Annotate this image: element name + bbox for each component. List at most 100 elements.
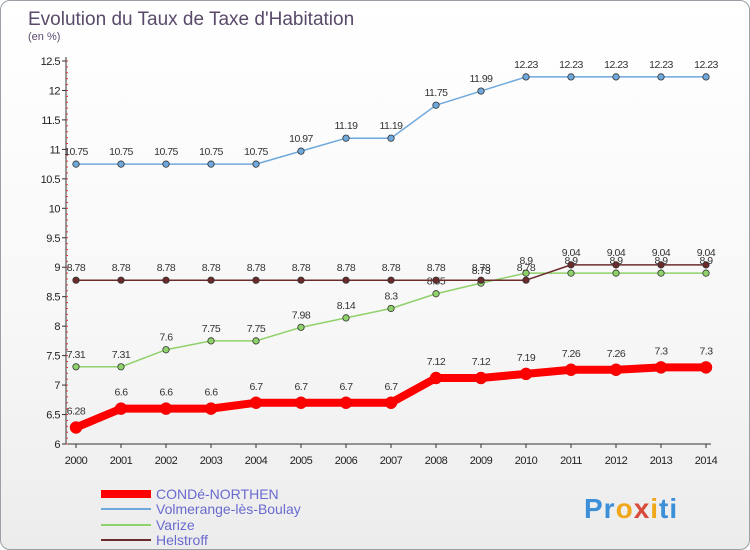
data-point [564,363,578,377]
data-label: 7.26 [607,348,626,360]
data-label: 6.6 [159,387,173,399]
x-tick-label: 2003 [200,455,223,467]
x-tick-label: 2006 [335,455,358,467]
data-label: 9.04 [607,247,626,259]
data-label: 9.04 [562,247,581,259]
data-point [162,160,170,168]
data-point [207,337,215,345]
data-label: 8.78 [157,262,176,274]
x-tick-label: 2002 [155,455,178,467]
logo-text: Proxiti [584,493,678,524]
data-point [294,396,308,410]
series-3: 8.78 8.78 8.78 8.78 8.78 8.78 8.78 8.78 8.78 8.78… [67,247,716,284]
data-point [297,276,305,284]
data-point [72,276,80,284]
data-label: 12.23 [694,59,718,71]
y-tick-label: 8 [54,321,60,333]
data-point [342,314,350,322]
data-label: 7.31 [67,349,86,361]
series-layer: 10.75 10.75 10.75 10.75 10.75 10.97 11.19 11.19… [64,59,719,434]
data-point [522,73,530,81]
data-point [657,261,665,269]
x-tick-label: 2008 [425,455,448,467]
data-point [429,371,443,385]
data-label: 10.75 [199,146,223,158]
data-label: 7.12 [427,356,446,368]
data-point [432,290,440,298]
logo-part: ti [659,493,678,524]
data-label: 12.23 [514,59,538,71]
data-point [612,269,620,277]
data-label: 6.7 [294,381,308,393]
data-point [477,87,485,95]
data-point [567,261,575,269]
logo-part: o [616,493,634,524]
data-point [699,361,713,374]
data-point [72,160,80,168]
chart-subtitle: (en %) [28,31,60,43]
data-point [342,276,350,284]
data-label: 7.12 [472,356,491,368]
chart-title: Evolution du Taux de Taxe d'Habitation [28,9,354,30]
data-label: 7.3 [699,345,713,357]
data-point [162,346,170,354]
data-point [117,276,125,284]
y-tick-label: 7 [54,380,60,392]
data-point [384,396,398,410]
data-label: 6.6 [114,387,128,399]
data-point [654,361,668,374]
x-tick-label: 2005 [290,455,313,467]
data-label: 8.78 [67,262,86,274]
data-point [297,323,305,331]
data-point [612,73,620,81]
legend-label: Helstroff [156,532,208,548]
data-label: 10.75 [244,146,268,158]
data-point [432,276,440,284]
data-label: 6.6 [204,387,218,399]
data-point [69,421,83,434]
x-tick-label: 2011 [560,455,582,467]
series-2: 7.317.317.67.757.757.988.148.38.558.738.… [67,255,714,371]
data-point [657,269,665,277]
data-point [297,147,305,155]
x-tick-label: 2012 [605,455,628,467]
data-label: 8.78 [247,262,266,274]
y-tick-label: 9.5 [46,233,60,245]
y-tick-label: 6.5 [46,410,60,422]
data-point [207,276,215,284]
data-point [339,396,353,410]
y-tick-label: 6 [54,439,60,451]
data-label: 7.31 [112,349,131,361]
data-point [474,371,488,385]
proxiti-logo: Proxiti [584,493,678,524]
data-label: 8.14 [337,300,356,312]
logo-part: i [650,493,659,524]
data-label: 11.19 [380,120,404,132]
data-point [72,363,80,371]
data-label: 7.75 [202,323,221,335]
data-point [204,402,218,415]
data-label: 8.3 [384,290,398,302]
data-point [522,269,530,277]
data-label: 12.23 [559,59,583,71]
data-label: 7.26 [562,348,581,360]
y-tick-label: 12.5 [41,56,61,68]
data-point [117,160,125,168]
data-point [477,276,485,284]
x-tick-label: 2004 [245,455,268,467]
x-tick-label: 2013 [650,455,673,467]
data-label: 6.28 [67,406,86,418]
data-label: 8.78 [337,262,356,274]
data-point [702,261,710,269]
series-0: 6.28 6.6 6.6 6.6 6.7 6.7 6.7 6.7 7.12 7.12 7.19 7.2… [67,345,714,434]
data-point [702,269,710,277]
data-label: 8.78 [292,262,311,274]
data-label: 10.75 [154,146,178,158]
data-label: 9.04 [652,247,671,259]
data-label: 10.97 [289,133,313,145]
data-point [567,73,575,81]
data-point [612,261,620,269]
data-point [387,304,395,313]
